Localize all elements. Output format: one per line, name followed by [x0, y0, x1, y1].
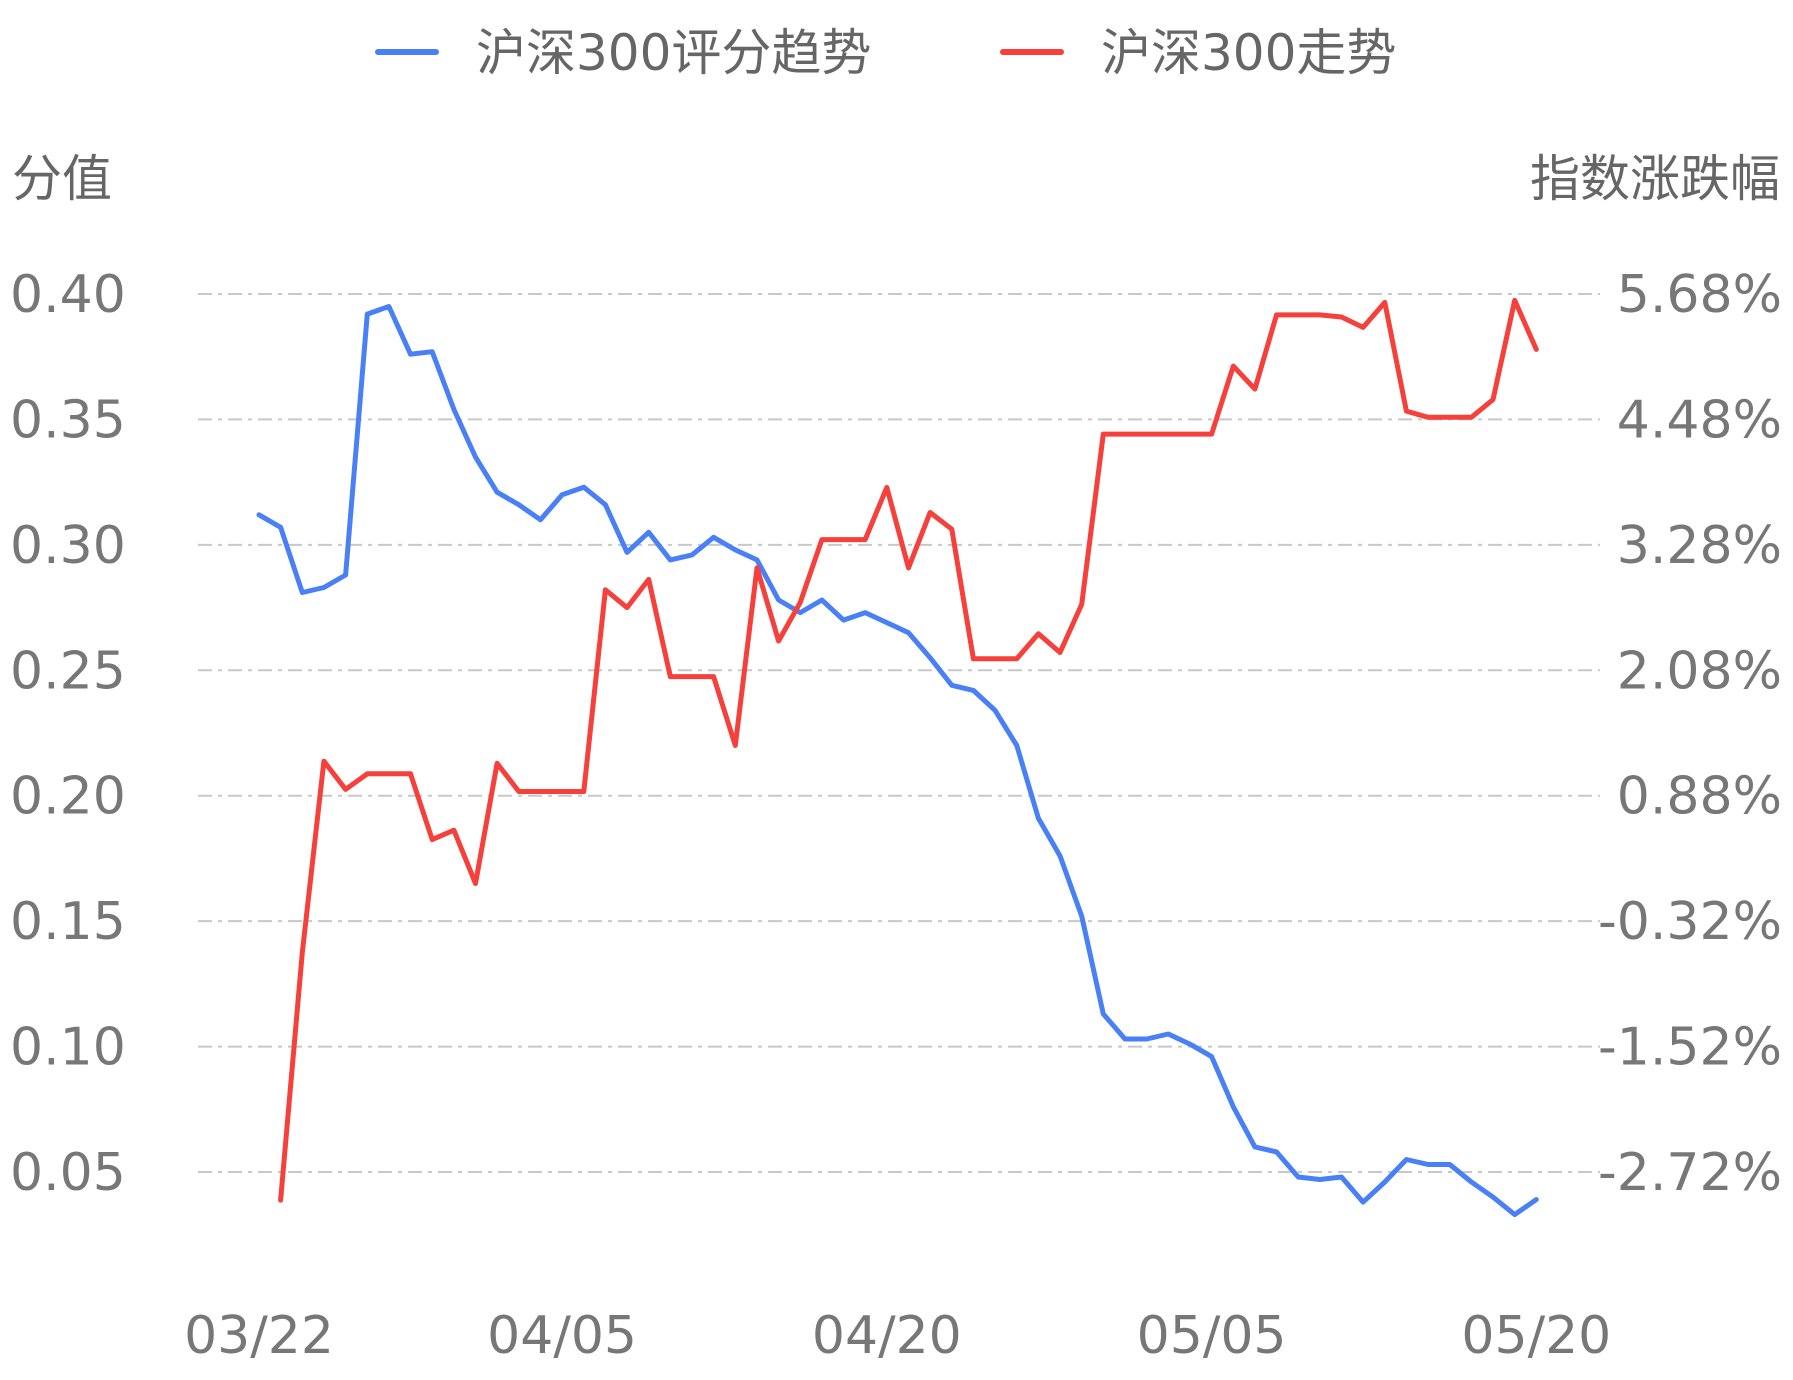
y-left-tick-label: 0.05	[10, 1143, 126, 1203]
legend: 沪深300评分趋势 沪深300走势	[375, 24, 1396, 82]
series-line-index	[278, 297, 1539, 1203]
y-axis-left-ticks: 0.40 0.35 0.30 0.25 0.20 0.15 0.10 0.05	[10, 265, 126, 1203]
series-lines	[256, 297, 1539, 1218]
y-right-tick-label: -1.52%	[1598, 1018, 1782, 1078]
y-axis-right-ticks: 5.68% 4.48% 3.28% 2.08% 0.88% -0.32% -1.52% -2.…	[1598, 265, 1782, 1203]
y-left-tick-label: 0.10	[10, 1018, 126, 1078]
y-axis-left-title: 分值	[12, 150, 112, 208]
x-tick-label: 03/22	[184, 1306, 334, 1366]
y-left-tick-label: 0.20	[10, 767, 126, 827]
y-right-tick-label: 2.08%	[1617, 641, 1782, 701]
y-left-tick-label: 0.35	[10, 390, 126, 450]
x-tick-label: 05/05	[1137, 1306, 1287, 1366]
y-axis-right-title: 指数涨跌幅	[1530, 150, 1780, 208]
y-left-tick-label: 0.15	[10, 892, 126, 952]
x-axis-ticks: 03/22 04/05 04/20 05/05 05/20	[184, 1306, 1611, 1366]
x-tick-label: 04/05	[487, 1306, 637, 1366]
gridlines	[198, 293, 1600, 1173]
y-right-tick-label: 4.48%	[1617, 390, 1782, 450]
y-left-tick-label: 0.25	[10, 641, 126, 701]
legend-label-score: 沪深300评分趋势	[476, 24, 871, 82]
legend-label-index: 沪深300走势	[1101, 24, 1396, 82]
x-tick-label: 05/20	[1461, 1306, 1611, 1366]
y-right-tick-label: 0.88%	[1617, 767, 1782, 827]
y-right-tick-label: 3.28%	[1617, 516, 1782, 576]
y-right-tick-label: 5.68%	[1617, 265, 1782, 325]
y-left-tick-label: 0.40	[10, 265, 126, 325]
y-right-tick-label: -0.32%	[1598, 892, 1782, 952]
y-left-tick-label: 0.30	[10, 516, 126, 576]
x-tick-label: 04/20	[812, 1306, 962, 1366]
series-line-score	[256, 304, 1539, 1218]
y-right-tick-label: -2.72%	[1598, 1143, 1782, 1203]
